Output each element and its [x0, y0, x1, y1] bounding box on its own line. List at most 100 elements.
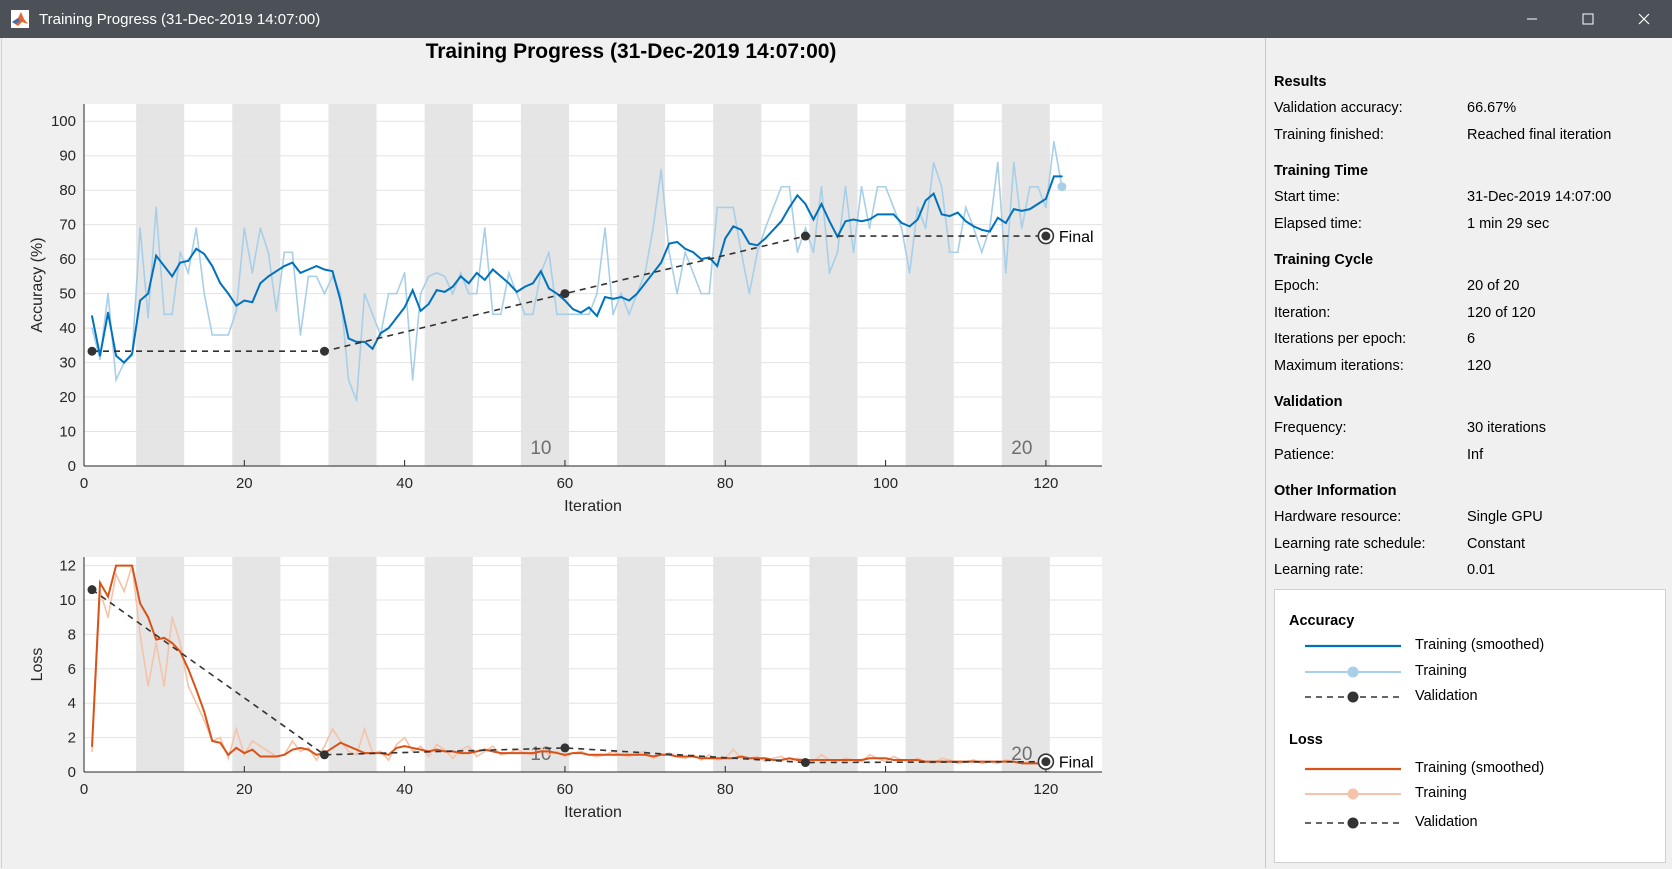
info-value: 6 — [1467, 331, 1476, 347]
training-point — [628, 755, 630, 758]
smoothed-point — [628, 299, 630, 302]
training-point — [772, 757, 775, 760]
smoothed-point — [395, 747, 398, 749]
smoothed-point — [852, 218, 855, 221]
training-point — [604, 227, 606, 230]
smoothed-point — [844, 759, 847, 761]
training-point — [467, 292, 470, 295]
info-panel: Results Validation accuracy: 66.67% Trainin… — [1265, 38, 1672, 868]
y-tick-label: 90 — [59, 148, 76, 165]
training-point — [948, 251, 951, 254]
epoch-band — [905, 104, 954, 466]
info-key: Maximum iterations: — [1274, 357, 1404, 374]
training-point — [171, 616, 174, 619]
training-point — [203, 292, 206, 295]
epoch-band — [617, 557, 666, 772]
training-point — [243, 227, 246, 230]
training-point — [259, 227, 262, 230]
legend-accuracy-training: Training — [1275, 661, 1655, 683]
epoch-band — [713, 557, 762, 772]
training-point — [692, 272, 695, 274]
matlab-logo-icon — [11, 10, 29, 28]
smoothed-point — [876, 213, 879, 216]
smoothed-point — [291, 261, 294, 264]
legend-label: Training — [1415, 785, 1467, 801]
smoothed-point — [828, 759, 831, 761]
smoothed-point — [387, 327, 390, 329]
smoothed-point — [548, 287, 550, 290]
smoothed-point — [684, 755, 687, 758]
training-point — [539, 747, 542, 749]
training-point — [700, 759, 703, 761]
legend-line-marker-icon — [1305, 666, 1401, 678]
close-button[interactable] — [1616, 0, 1672, 38]
info-key: Patience: — [1274, 446, 1335, 463]
training-point — [491, 745, 494, 748]
smoothed-point — [315, 753, 318, 756]
training-point — [652, 757, 655, 760]
smoothed-point — [924, 199, 927, 202]
training-point — [427, 755, 430, 758]
accuracy-smoothed-line — [91, 175, 1062, 364]
info-section-title: Results — [1274, 74, 1327, 90]
training-point — [892, 206, 895, 209]
smoothed-point — [1004, 222, 1007, 224]
info-value: 31-Dec-2019 14:07:00 — [1467, 189, 1612, 205]
info-row: Validation accuracy: 66.67% — [1274, 95, 1664, 122]
loss-validation-line — [91, 589, 1046, 764]
training-point — [596, 292, 598, 295]
training-info-list[interactable]: Results Validation accuracy: 66.67% Trainin… — [1274, 69, 1664, 614]
training-point — [147, 685, 150, 687]
smoothed-point — [267, 275, 270, 278]
smoothed-point — [908, 759, 911, 761]
smoothed-point — [283, 753, 286, 756]
smoothed-point — [564, 753, 566, 756]
training-point — [323, 745, 326, 748]
epoch-label: 20 — [1011, 438, 1032, 459]
training-point — [411, 750, 414, 753]
smoothed-point — [740, 228, 743, 231]
training-point — [395, 743, 398, 746]
smoothed-point — [756, 757, 759, 760]
y-tick-label: 12 — [59, 558, 76, 575]
smoothed-point — [91, 745, 93, 748]
smoothed-point — [572, 752, 574, 754]
training-point — [596, 755, 598, 758]
smoothed-point — [195, 247, 198, 250]
info-section: Training Time Start time: 31-Dec-2019 14:0… — [1274, 158, 1664, 237]
training-point — [187, 272, 190, 274]
training-point — [491, 313, 494, 316]
smoothed-point — [772, 228, 775, 231]
training-point — [916, 757, 919, 760]
y-axis-label: Loss — [29, 648, 46, 682]
smoothed-point — [980, 760, 983, 763]
smoothed-point — [179, 650, 182, 653]
training-point — [780, 185, 783, 188]
info-section: Results Validation accuracy: 66.67% Trainin… — [1274, 69, 1664, 148]
smoothed-point — [1020, 762, 1023, 765]
training-point — [700, 292, 703, 295]
epoch-band — [424, 557, 473, 772]
info-key: Learning rate schedule: — [1274, 535, 1426, 552]
info-key: Hardware resource: — [1274, 509, 1402, 525]
training-point — [780, 755, 783, 758]
smoothed-point — [419, 309, 422, 312]
x-tick-label: 120 — [1033, 781, 1058, 798]
info-value: 1 min 29 sec — [1467, 215, 1550, 232]
smoothed-point — [916, 759, 919, 761]
epoch-band — [1001, 557, 1050, 772]
accuracy-training-line — [91, 141, 1063, 401]
training-point — [788, 185, 791, 188]
training-point — [163, 685, 166, 687]
training-point — [147, 316, 150, 319]
training-point — [908, 272, 911, 274]
x-tick-label: 100 — [873, 475, 898, 492]
smoothed-point — [652, 755, 655, 758]
training-point — [948, 759, 951, 761]
smoothed-point — [243, 299, 246, 302]
maximize-button[interactable] — [1560, 0, 1616, 38]
smoothed-point — [155, 638, 158, 641]
smoothed-point — [147, 292, 150, 295]
minimize-button[interactable] — [1504, 0, 1560, 38]
